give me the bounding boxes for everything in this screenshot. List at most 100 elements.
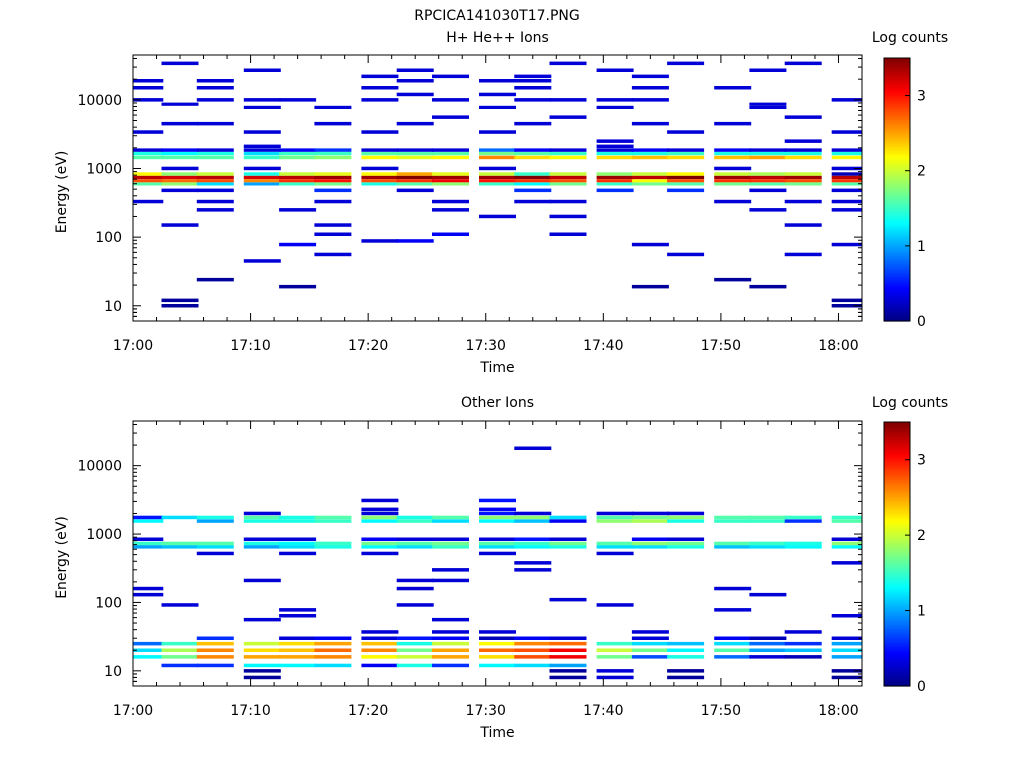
colorbar-segment [884,505,910,509]
heatmap-cell [279,608,317,612]
panel-h-he-ions: 17:00 17:10 17:20 17:30 17:40 17:50 18:0010100… [54,30,948,376]
heatmap-cell [831,515,862,520]
colorbar-segment [884,547,910,551]
heatmap-cell [361,182,399,186]
heatmap-cell [596,541,634,546]
heatmap-cell [243,669,281,673]
colorbar-segment [884,657,910,661]
heatmap-cell [631,515,669,520]
heatmap-cell [596,519,634,523]
heatmap-cell [361,98,399,102]
colorbar-segment [884,90,910,94]
heatmap-cell [831,130,862,134]
colorbar-segment [884,198,910,202]
heatmap-cell [831,545,862,549]
heatmap-cell [596,144,634,149]
colorbar-segment [884,169,910,173]
heatmap-cell [549,148,587,152]
heatmap-cell [514,511,552,516]
colorbar-segment [884,507,910,511]
heatmap-cell [361,151,399,156]
heatmap-cell [314,188,352,193]
heatmap-cell [161,515,199,520]
heatmap-cell [784,630,822,634]
heatmap-cell [831,98,862,102]
colorbar-segment [884,239,910,243]
heatmap-cell [479,507,516,512]
heatmap-cell [831,675,862,680]
heatmap-cell [514,641,552,646]
colorbar-segment [884,523,910,526]
colorbar-segment [884,121,910,125]
heatmap-cell [161,102,199,106]
colorbar-segment [884,534,910,537]
heatmap-cell [631,86,669,90]
colorbar-segment [884,428,910,432]
heatmap-cell [133,586,164,591]
y-tick-label: 1000 [86,527,122,543]
heatmap-cell [196,655,234,659]
heatmap-cell [479,519,516,523]
heatmap-cell [243,655,281,659]
colorbar-segment [884,666,910,669]
heatmap-cell [667,188,705,193]
colorbar-segment [884,143,910,147]
colorbar-segment [884,488,910,491]
colorbar-frame [883,57,911,322]
heatmap-cell [279,648,317,652]
heatmap-cell [279,519,317,523]
x-tick-label: 17:40 [583,703,623,719]
x-tick-label: 18:00 [818,703,858,719]
heatmap-cell [667,155,705,160]
heatmap-cell [514,148,552,152]
colorbar-segment [884,510,910,513]
heatmap-cell [479,172,516,176]
colorbar-segment [884,288,910,291]
heatmap-cell [714,175,752,180]
colorbar-segment [884,261,910,265]
colorbar-segment [884,611,910,614]
colorbar-segment [884,521,910,524]
y-tick-label: 1000 [86,161,122,177]
heatmap-cell [243,511,281,516]
heatmap-cell [161,545,199,549]
heatmap-cell [396,537,434,541]
heatmap-cell [196,86,234,90]
heatmap-cell [432,636,469,640]
colorbar-segment [884,101,910,105]
heatmap-cell [631,636,669,640]
heatmap-cell [784,139,822,143]
colorbar-segment [884,191,910,195]
heatmap-cell [784,545,822,549]
heatmap-cell [361,545,399,549]
heatmap-cell [396,636,434,640]
heatmap-cell [631,519,669,523]
heatmap-cell [133,519,164,523]
heatmap-cell [631,182,669,186]
colorbar-tick-label: 1 [917,239,926,255]
heatmap-cell [479,155,516,160]
colorbar-segment [884,426,910,430]
heatmap-cell [133,86,164,90]
heatmap-cell [432,641,469,646]
colorbar-segment [884,136,910,140]
colorbar-segment [884,591,910,595]
heatmap-cell [831,242,862,247]
heatmap-cell [749,179,787,183]
heatmap-cell [396,92,434,97]
heatmap-cell [514,519,552,523]
colorbar-segment [884,224,910,228]
heatmap-cell [133,655,164,659]
heatmap-cell [133,79,164,83]
heatmap-cell [314,545,352,549]
colorbar-segment [884,455,910,458]
colorbar-segment [884,664,910,667]
heatmap-cell [784,61,822,66]
heatmap-cell [631,641,669,646]
heatmap-cell [314,105,352,109]
colorbar-segment [884,675,910,678]
heatmap-cell [479,648,516,652]
heatmap-cell [361,179,399,183]
heatmap-cell [396,121,434,126]
colorbar-segment [884,430,910,434]
